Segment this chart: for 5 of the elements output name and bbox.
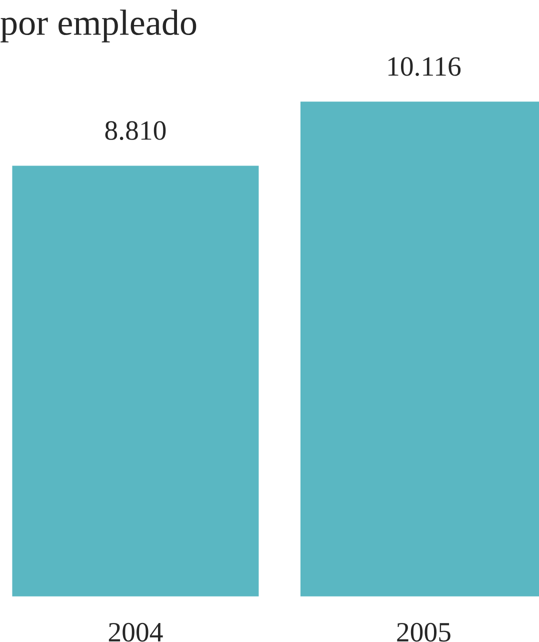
x-tick-label: 2005	[397, 622, 450, 642]
data-label: 10.116	[388, 57, 461, 76]
chart-title: por empleado	[0, 10, 196, 42]
x-tick-label: 2004	[108, 622, 163, 642]
data-label: 8.810	[105, 121, 166, 140]
